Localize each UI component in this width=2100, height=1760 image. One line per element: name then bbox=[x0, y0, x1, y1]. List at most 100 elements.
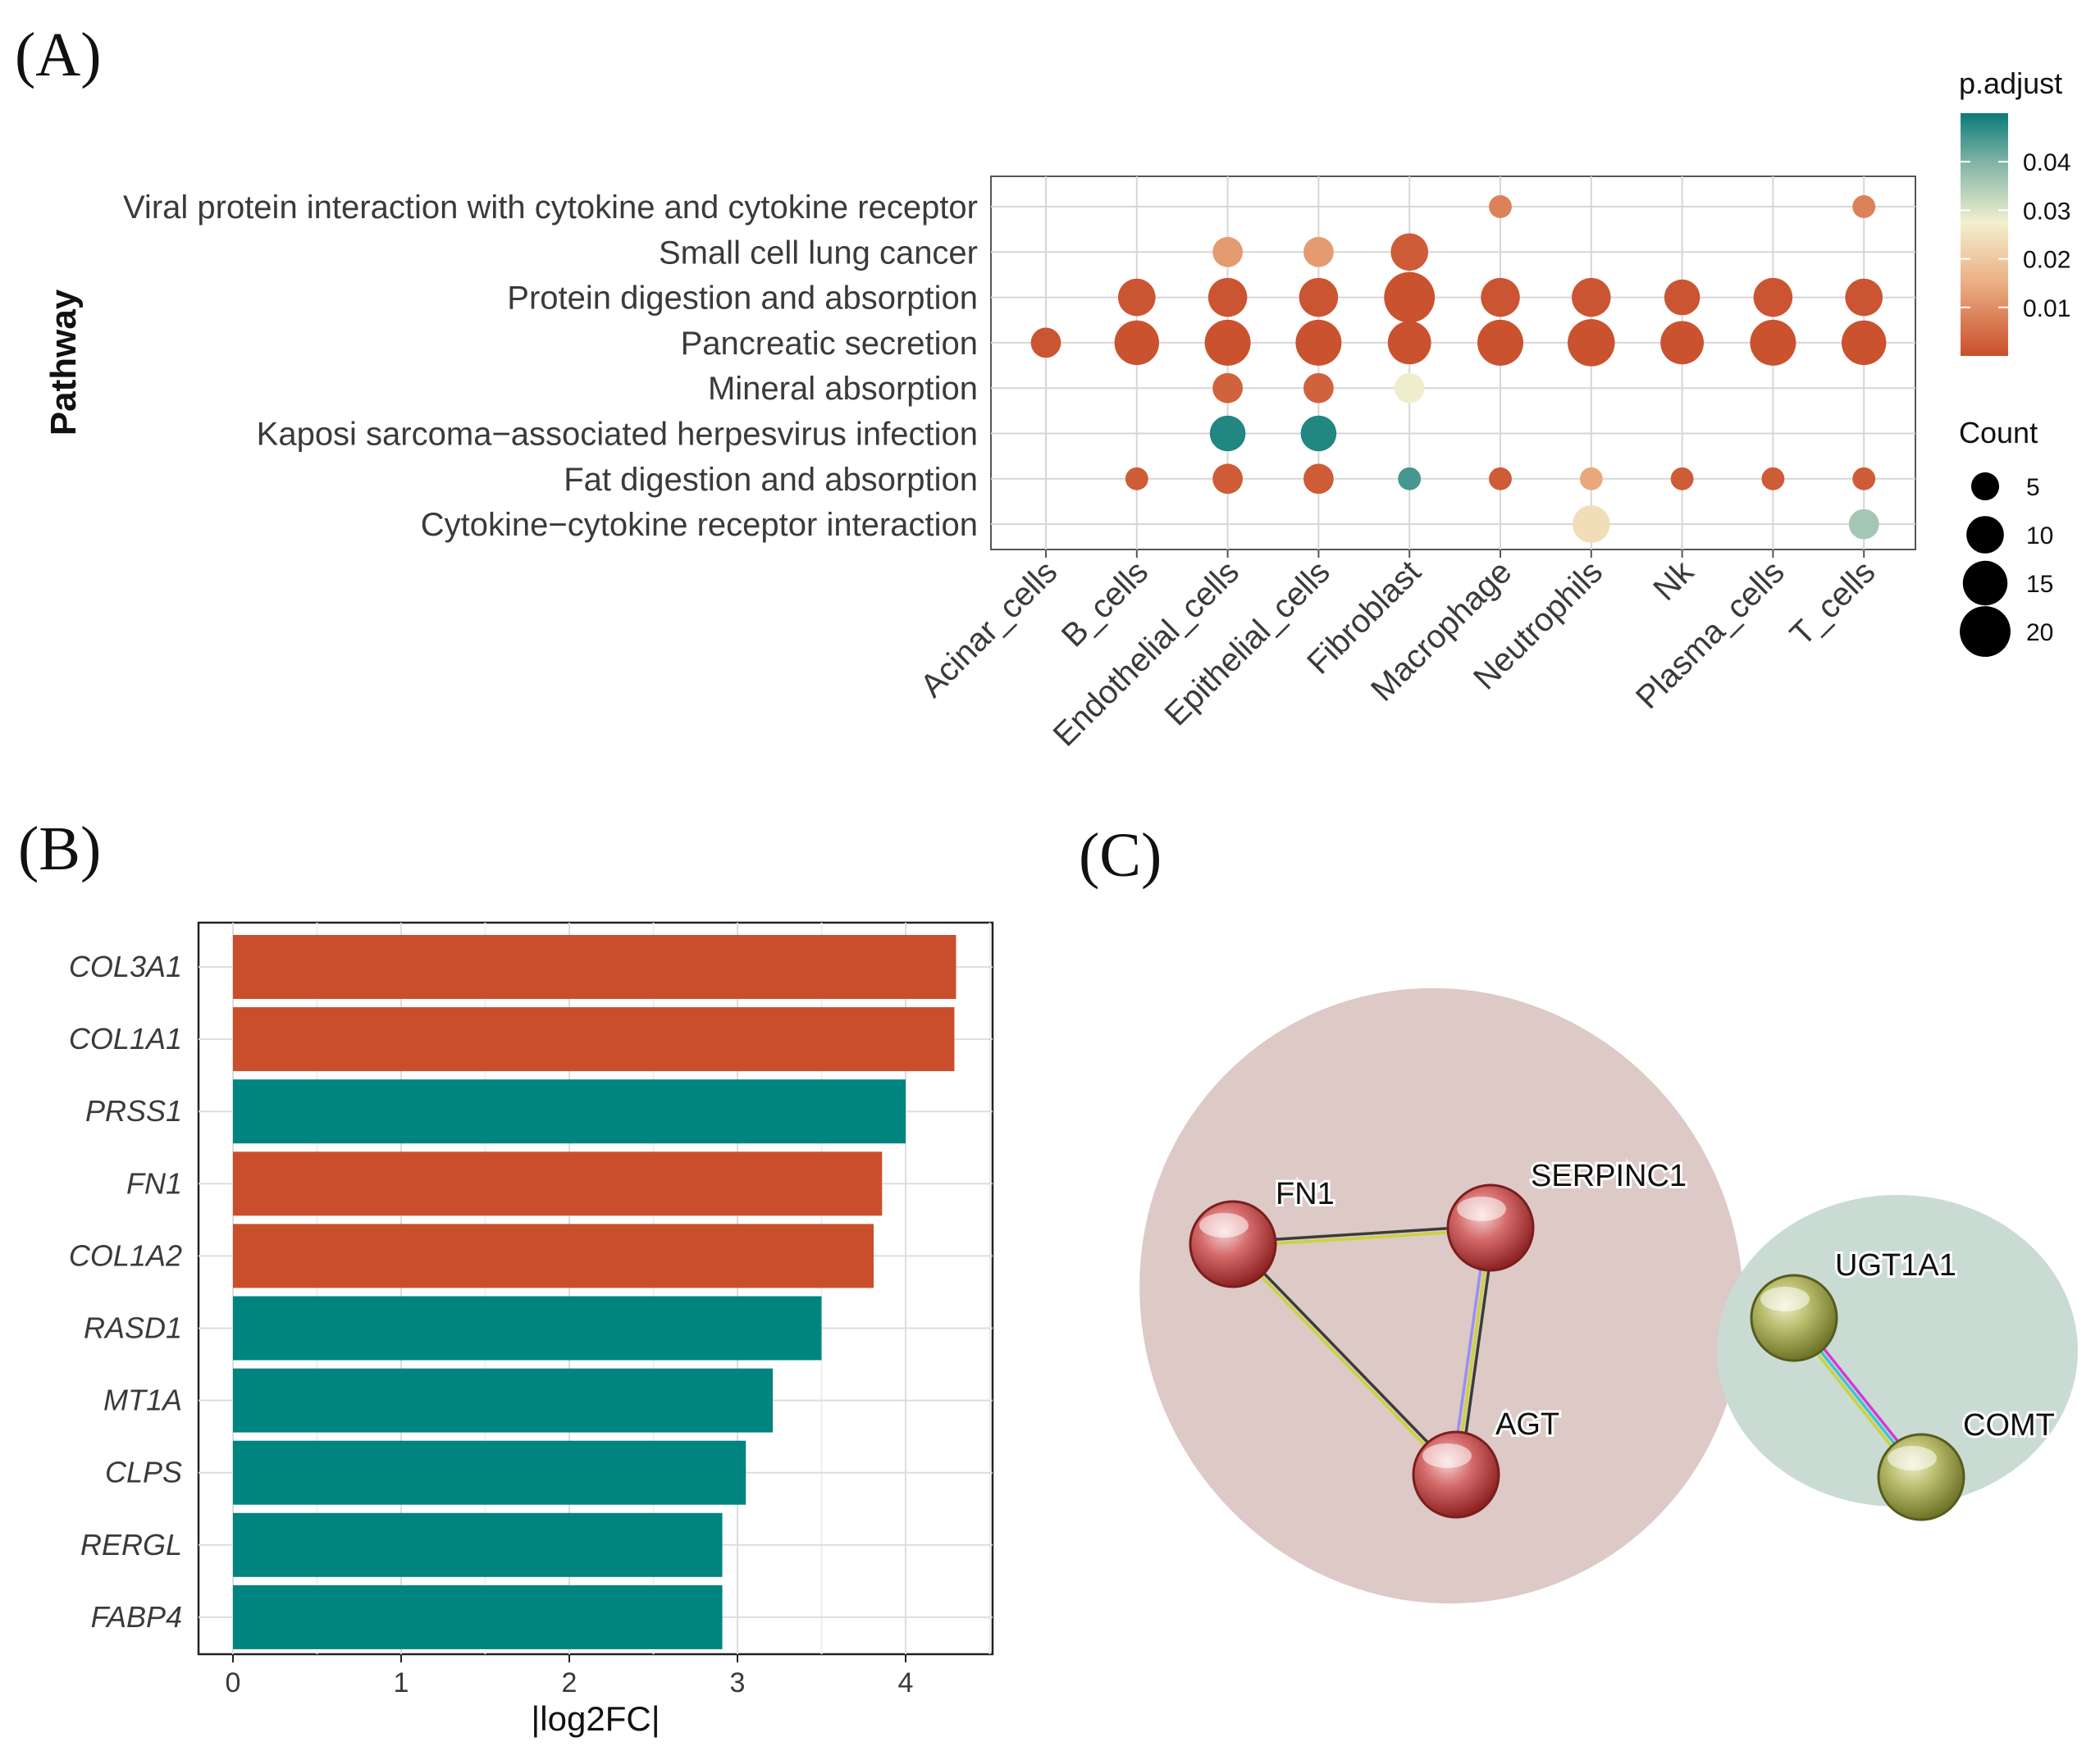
dotplot-points bbox=[1030, 195, 1887, 543]
dotplot-y-label: Kaposi sarcoma−associated herpesvirus in… bbox=[257, 417, 978, 453]
node-serpinc1[interactable]: SERPINC1 bbox=[1446, 1156, 1689, 1272]
edge-fn1-agt bbox=[1233, 1242, 1459, 1475]
padjust-colorbar bbox=[1961, 113, 2008, 356]
dotplot-y-label: Mineral absorption bbox=[708, 371, 978, 407]
bar-col3a1 bbox=[233, 935, 956, 999]
bar-rergl bbox=[233, 1512, 723, 1577]
dot-plasma-cells-fat-digestion-and-absorption bbox=[1761, 467, 1785, 490]
dotplot-y-label: Cytokine−cytokine receptor interaction bbox=[421, 507, 978, 543]
dot-nk-fat-digestion-and-absorption bbox=[1670, 467, 1694, 490]
dotplot-x-label: T_cells bbox=[1783, 554, 1883, 653]
count-legend-label: 10 bbox=[2026, 522, 2053, 549]
barchart-y-label: RERGL bbox=[80, 1528, 182, 1562]
dot-fibroblast-mineral-absorption bbox=[1394, 372, 1425, 404]
node-fn1[interactable]: FN1 bbox=[1189, 1174, 1337, 1288]
dot-b-cells-pancreatic-secretion bbox=[1114, 320, 1160, 366]
barchart-y-label: FABP4 bbox=[91, 1600, 182, 1634]
padjust-legend-title: p.adjust bbox=[1959, 66, 2062, 100]
panel-label-c: (C) bbox=[1079, 821, 1162, 890]
barchart-x-tick-label: 3 bbox=[730, 1667, 746, 1698]
dotplot-y-label: Fat digestion and absorption bbox=[564, 462, 978, 498]
barchart-x-tick-label: 0 bbox=[226, 1667, 241, 1698]
dotplot-x-label: Epithelial_cells bbox=[1158, 554, 1337, 732]
dotplot-x-label: Acinar_cells bbox=[914, 554, 1065, 704]
barchart-y-label: COL1A1 bbox=[69, 1022, 182, 1056]
bar-clps bbox=[233, 1440, 746, 1505]
node-agt-highlight bbox=[1422, 1443, 1472, 1468]
count-legend-dot bbox=[1960, 606, 2011, 657]
dot-fibroblast-fat-digestion-and-absorption bbox=[1398, 467, 1422, 490]
panel-label-a: (A) bbox=[15, 21, 102, 89]
barchart-x-tick-label: 2 bbox=[562, 1667, 578, 1698]
barchart-x-ticks: 0 1 2 3 4 bbox=[226, 1654, 913, 1698]
dot-t-cells-fat-digestion-and-absorption bbox=[1852, 467, 1876, 490]
padjust-tick-label: 0.02 bbox=[2023, 247, 2070, 274]
node-ugt1a1[interactable]: UGT1A1 bbox=[1750, 1246, 1959, 1362]
barchart-y-label: PRSS1 bbox=[85, 1094, 182, 1128]
node-comt-label: COMT bbox=[1963, 1408, 2055, 1443]
node-serpinc1-label: SERPINC1 bbox=[1531, 1159, 1687, 1193]
dotplot-panel: Viral protein interaction with cytokine … bbox=[43, 66, 2070, 754]
dot-t-cells-protein-digestion-and-absorption bbox=[1845, 278, 1883, 317]
dot-macrophage-fat-digestion-and-absorption bbox=[1489, 467, 1512, 490]
node-comt-highlight bbox=[1888, 1446, 1937, 1470]
count-legend-label: 15 bbox=[2026, 571, 2053, 598]
dotplot-x-labels: Acinar_cellsB_cellsEndothelial_cellsEpit… bbox=[914, 549, 1883, 754]
dot-t-cells-pancreatic-secretion bbox=[1841, 320, 1887, 366]
node-fn1-label: FN1 bbox=[1276, 1177, 1335, 1211]
dot-macrophage-viral-protein-interaction-with-cytokine-and-cytokine-receptor bbox=[1489, 195, 1512, 218]
count-legend: Count 5 10 15 20 bbox=[1959, 416, 2053, 657]
barchart-y-labels: COL3A1 COL1A1 PRSS1 FN1 COL1A2 RASD1 MT1A CLPS R… bbox=[69, 950, 182, 1634]
dot-neutrophils-cytokine-cytokine-receptor-interaction bbox=[1572, 505, 1610, 543]
barchart-x-axis-title: |log2FC| bbox=[531, 1699, 660, 1738]
dot-b-cells-fat-digestion-and-absorption bbox=[1125, 467, 1148, 490]
count-legend-dot bbox=[1962, 560, 2008, 606]
padjust-tick-label: 0.03 bbox=[2023, 198, 2070, 225]
bar-fabp4 bbox=[233, 1584, 723, 1649]
dot-epithelial-cells-small-cell-lung-cancer bbox=[1303, 236, 1334, 267]
dot-endothelial-cells-protein-digestion-and-absorption bbox=[1208, 277, 1248, 317]
node-agt-label: AGT bbox=[1495, 1407, 1559, 1442]
padjust-tick-label: 0.01 bbox=[2023, 295, 2070, 322]
dot-fibroblast-small-cell-lung-cancer bbox=[1390, 233, 1429, 271]
bar-col1a1 bbox=[233, 1007, 955, 1072]
count-legend-dot bbox=[1970, 472, 2000, 501]
dot-macrophage-pancreatic-secretion bbox=[1477, 319, 1523, 366]
cluster-2-hull bbox=[1717, 1195, 2078, 1507]
dot-endothelial-cells-mineral-absorption bbox=[1212, 372, 1243, 404]
node-agt[interactable]: AGT bbox=[1412, 1405, 1562, 1519]
dot-neutrophils-pancreatic-secretion bbox=[1568, 319, 1615, 367]
dot-nk-protein-digestion-and-absorption bbox=[1664, 279, 1701, 316]
barchart-panel: COL3A1 COL1A1 PRSS1 FN1 COL1A2 RASD1 MT1A CLPS R… bbox=[69, 921, 994, 1738]
barchart-y-label: FN1 bbox=[126, 1166, 182, 1200]
dotplot-y-label: Protein digestion and absorption bbox=[507, 280, 978, 317]
count-legend-dot bbox=[1966, 516, 2004, 554]
panel-label-b: (B) bbox=[18, 814, 101, 883]
dot-endothelial-cells-pancreatic-secretion bbox=[1204, 319, 1251, 366]
node-ugt1a1-label: UGT1A1 bbox=[1835, 1248, 1956, 1283]
bar-fn1 bbox=[233, 1151, 883, 1216]
barchart-x-tick-label: 1 bbox=[394, 1667, 409, 1698]
dot-epithelial-cells-kaposi-sarcoma-associated-herpesvirus-infection bbox=[1300, 415, 1337, 452]
dot-plasma-cells-pancreatic-secretion bbox=[1750, 319, 1796, 366]
node-ugt1a1-highlight bbox=[1760, 1287, 1810, 1311]
dot-endothelial-cells-fat-digestion-and-absorption bbox=[1212, 463, 1243, 495]
bar-prss1 bbox=[233, 1079, 906, 1144]
node-comt[interactable]: COMT bbox=[1877, 1406, 2057, 1521]
dotplot-y-label: Small cell lung cancer bbox=[659, 235, 978, 271]
dot-epithelial-cells-mineral-absorption bbox=[1303, 372, 1334, 404]
dot-t-cells-viral-protein-interaction-with-cytokine-and-cytokine-receptor bbox=[1852, 195, 1876, 218]
node-fn1-highlight bbox=[1199, 1213, 1249, 1238]
dotplot-y-labels: Viral protein interaction with cytokine … bbox=[123, 189, 978, 543]
barchart-y-label: COL3A1 bbox=[69, 950, 182, 983]
dot-neutrophils-protein-digestion-and-absorption bbox=[1572, 277, 1611, 317]
count-legend-title: Count bbox=[1959, 416, 2038, 449]
dot-macrophage-protein-digestion-and-absorption bbox=[1481, 277, 1520, 317]
barchart-bars bbox=[233, 935, 956, 1649]
bar-rasd1 bbox=[233, 1296, 822, 1361]
dot-acinar-cells-pancreatic-secretion bbox=[1030, 327, 1061, 358]
dot-epithelial-cells-fat-digestion-and-absorption bbox=[1303, 463, 1334, 495]
bar-mt1a bbox=[233, 1368, 774, 1433]
dotplot-x-label: Nk bbox=[1646, 554, 1701, 608]
dot-b-cells-protein-digestion-and-absorption bbox=[1117, 278, 1156, 317]
